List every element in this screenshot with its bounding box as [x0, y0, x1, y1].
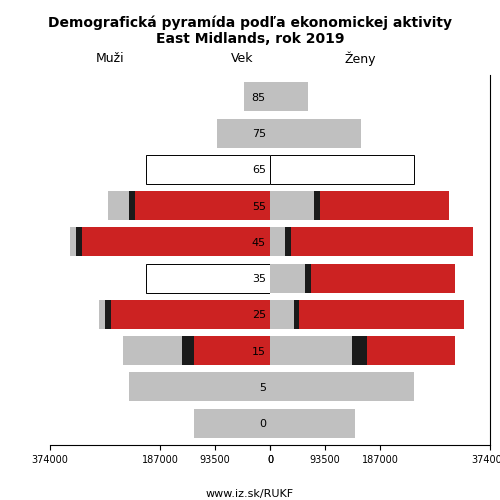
Bar: [217, 118, 270, 148]
Bar: [82, 228, 270, 256]
Bar: [270, 155, 414, 184]
Bar: [270, 191, 314, 220]
Bar: [300, 300, 464, 329]
Text: Demografická pyramída podľa ekonomickej aktivity
East Midlands, rok 2019: Demografická pyramída podľa ekonomickej …: [48, 15, 452, 46]
Bar: [194, 408, 270, 438]
Text: Ženy: Ženy: [344, 51, 376, 66]
Text: Muži: Muži: [96, 52, 124, 66]
Bar: [270, 118, 361, 148]
Text: Vek: Vek: [231, 52, 254, 66]
Text: www.iz.sk/RUKF: www.iz.sk/RUKF: [206, 490, 294, 500]
Bar: [270, 264, 306, 292]
Bar: [106, 300, 111, 329]
Bar: [129, 372, 270, 402]
Bar: [123, 336, 182, 365]
Bar: [311, 264, 456, 292]
Bar: [290, 228, 473, 256]
Bar: [111, 300, 270, 329]
Bar: [270, 372, 414, 402]
Bar: [270, 82, 308, 112]
Bar: [134, 191, 270, 220]
Bar: [314, 191, 320, 220]
Bar: [146, 264, 270, 292]
Bar: [270, 336, 352, 365]
Bar: [146, 155, 270, 184]
Bar: [367, 336, 456, 365]
Bar: [320, 191, 450, 220]
Bar: [270, 408, 356, 438]
Bar: [244, 82, 270, 112]
Bar: [306, 264, 311, 292]
Bar: [270, 228, 284, 256]
Bar: [100, 300, 105, 329]
Bar: [194, 336, 270, 365]
Bar: [182, 336, 194, 365]
Bar: [294, 300, 300, 329]
Bar: [284, 228, 290, 256]
Bar: [108, 191, 129, 220]
Bar: [76, 228, 82, 256]
Bar: [352, 336, 367, 365]
Bar: [129, 191, 134, 220]
Bar: [70, 228, 76, 256]
Bar: [270, 300, 293, 329]
